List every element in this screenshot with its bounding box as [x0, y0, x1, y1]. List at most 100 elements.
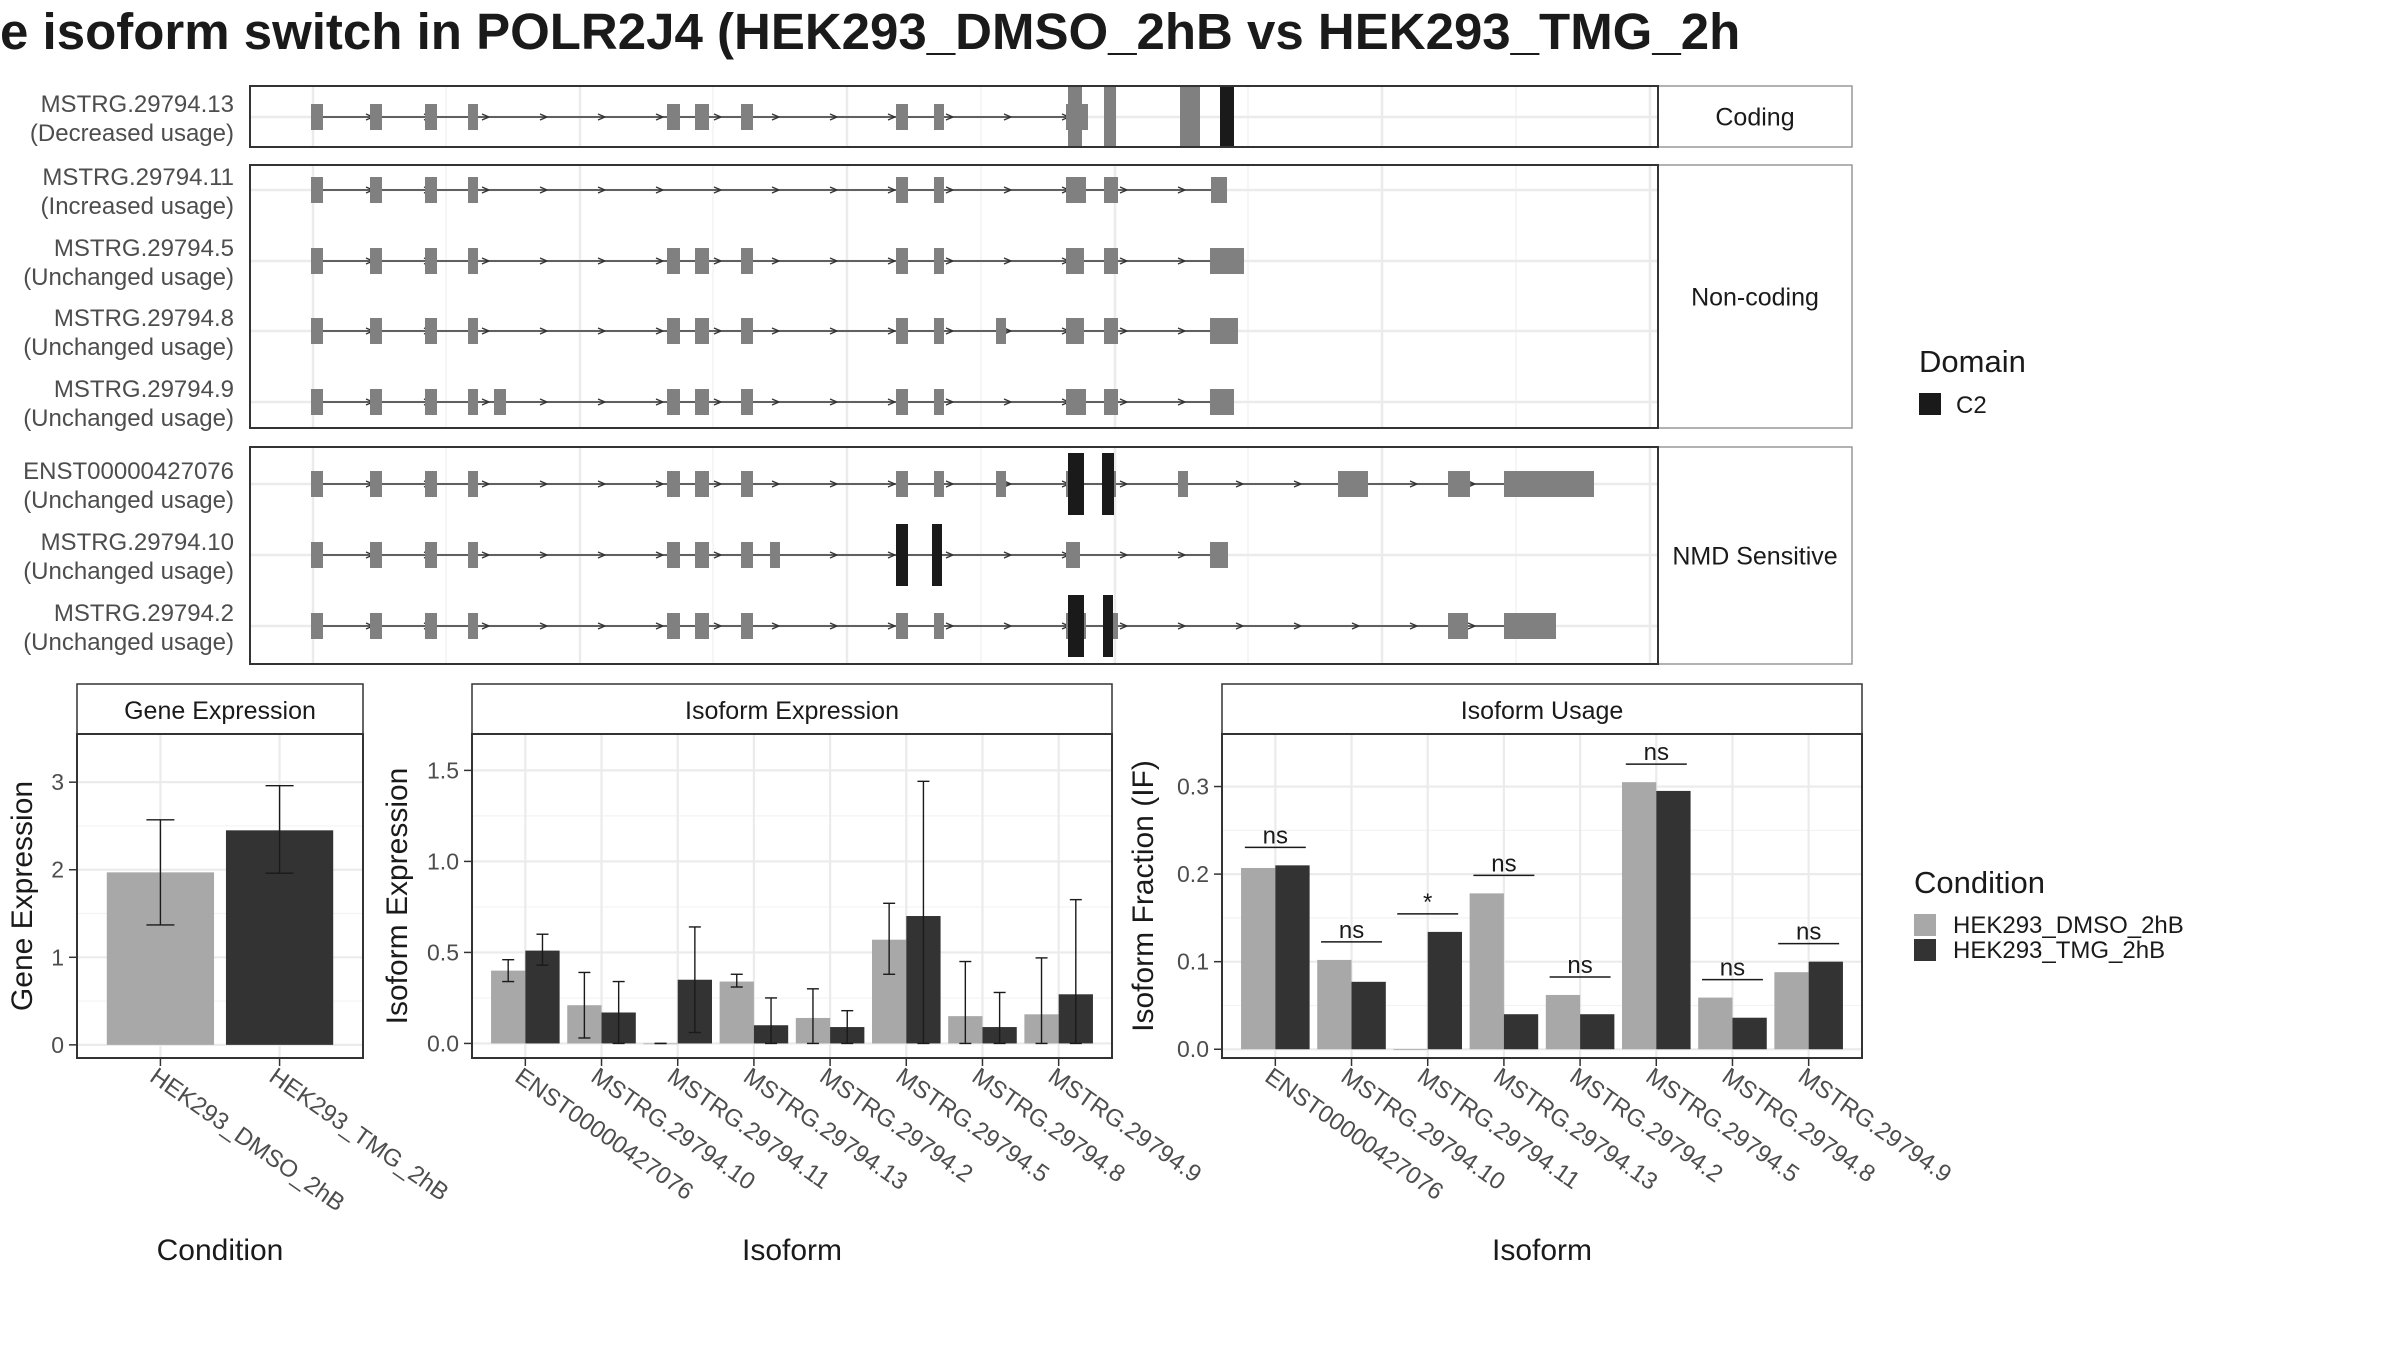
- intron-arrow: [1003, 186, 1013, 194]
- intron-arrow: [539, 327, 549, 335]
- y-tick-label: 0.0: [427, 1030, 459, 1056]
- intron-arrow: [771, 186, 781, 194]
- exon: [425, 389, 437, 415]
- transcript-id-label: MSTRG.29794.2: [54, 600, 234, 627]
- intron-arrow: [771, 398, 781, 406]
- intron-arrow: [1351, 622, 1361, 630]
- y-axis-label: Gene Expression: [6, 781, 39, 1011]
- bar: [1808, 961, 1843, 1050]
- intron-arrow: [481, 113, 491, 121]
- transcript-usage-label: (Unchanged usage): [23, 487, 234, 514]
- transcript-usage-label: (Decreased usage): [30, 120, 234, 147]
- domain-c2: [1220, 86, 1234, 148]
- intron-arrow: [481, 622, 491, 630]
- bar: [1732, 1017, 1767, 1050]
- x-axis-label: Isoform: [1492, 1234, 1592, 1267]
- intron-arrow: [597, 327, 607, 335]
- exon: [695, 389, 709, 415]
- intron-arrow: [539, 622, 549, 630]
- y-tick-label: 3: [51, 769, 64, 795]
- exon: [934, 471, 944, 497]
- y-tick-label: 1: [51, 944, 64, 970]
- exon: [370, 542, 382, 568]
- exon: [311, 613, 323, 639]
- intron-arrow: [945, 551, 955, 559]
- exon: [311, 248, 323, 274]
- exon: [896, 389, 908, 415]
- exon: [468, 177, 478, 203]
- chart-border: [471, 733, 1113, 1059]
- exon: [1104, 248, 1118, 274]
- facet-strip-label: Non-coding: [1691, 284, 1819, 312]
- chart-border: [76, 733, 364, 1059]
- domain-legend-key: [1919, 393, 1941, 415]
- bar: [1580, 1014, 1615, 1050]
- exon: [1210, 318, 1238, 344]
- intron-arrow: [829, 257, 839, 265]
- exon: [741, 613, 753, 639]
- chart-border: [1221, 733, 1863, 1059]
- intron-arrow: [597, 480, 607, 488]
- intron-arrow: [539, 551, 549, 559]
- exon: [896, 248, 908, 274]
- y-tick-label: 0.1: [1177, 949, 1209, 975]
- intron-arrow: [713, 551, 723, 559]
- intron-arrow: [481, 327, 491, 335]
- y-tick-label: 0.2: [1177, 861, 1209, 887]
- intron-arrow: [1177, 257, 1187, 265]
- intron-arrow: [829, 480, 839, 488]
- intron-arrow: [945, 327, 955, 335]
- transcript-id-label: MSTRG.29794.13: [41, 91, 234, 118]
- intron-arrow: [713, 398, 723, 406]
- intron-arrow: [887, 186, 897, 194]
- exon: [1104, 177, 1118, 203]
- exon: [745, 542, 753, 568]
- exon: [1104, 318, 1118, 344]
- intron-arrow: [713, 257, 723, 265]
- exon: [667, 471, 680, 497]
- condition-legend-key: [1914, 939, 1936, 961]
- chart-title: Isoform Expression: [685, 697, 899, 725]
- exon: [896, 613, 908, 639]
- intron-arrow: [597, 113, 607, 121]
- exon: [741, 248, 753, 274]
- bar: [1503, 1014, 1539, 1050]
- exon: [468, 613, 478, 639]
- exon: [1104, 389, 1118, 415]
- facet-strip: [1657, 164, 1853, 429]
- intron-arrow: [655, 398, 665, 406]
- y-tick-label: 2: [51, 857, 64, 883]
- intron-arrow: [1119, 622, 1129, 630]
- exon: [667, 389, 680, 415]
- exon: [741, 318, 753, 344]
- intron-arrow: [1003, 480, 1013, 488]
- intron-arrow: [539, 186, 549, 194]
- exon: [370, 318, 382, 344]
- transcript-panel-border: [249, 85, 1659, 148]
- intron-arrow: [887, 257, 897, 265]
- intron-arrow: [597, 257, 607, 265]
- intron-arrow: [539, 113, 549, 121]
- intron-arrow: [1119, 480, 1129, 488]
- intron-arrow: [829, 327, 839, 335]
- intron-arrow: [1409, 622, 1419, 630]
- transcript-id-label: ENST00000427076: [23, 458, 234, 485]
- y-axis-label: Isoform Expression: [381, 768, 414, 1025]
- exon: [1211, 177, 1227, 203]
- exon: [934, 104, 944, 130]
- intron-arrow: [829, 398, 839, 406]
- intron-arrow: [655, 113, 665, 121]
- exon: [311, 471, 323, 497]
- intron-arrow: [1119, 551, 1129, 559]
- condition-legend-label: HEK293_DMSO_2hB: [1953, 912, 2184, 939]
- bar: [1698, 997, 1733, 1050]
- bar: [525, 950, 560, 1044]
- intron-arrow: [771, 480, 781, 488]
- exon: [741, 389, 753, 415]
- intron-arrow: [1235, 480, 1245, 488]
- intron-arrow: [713, 622, 723, 630]
- bar: [1774, 972, 1809, 1050]
- bar: [1275, 865, 1310, 1050]
- bar: [1317, 959, 1352, 1050]
- bar: [1393, 1049, 1428, 1051]
